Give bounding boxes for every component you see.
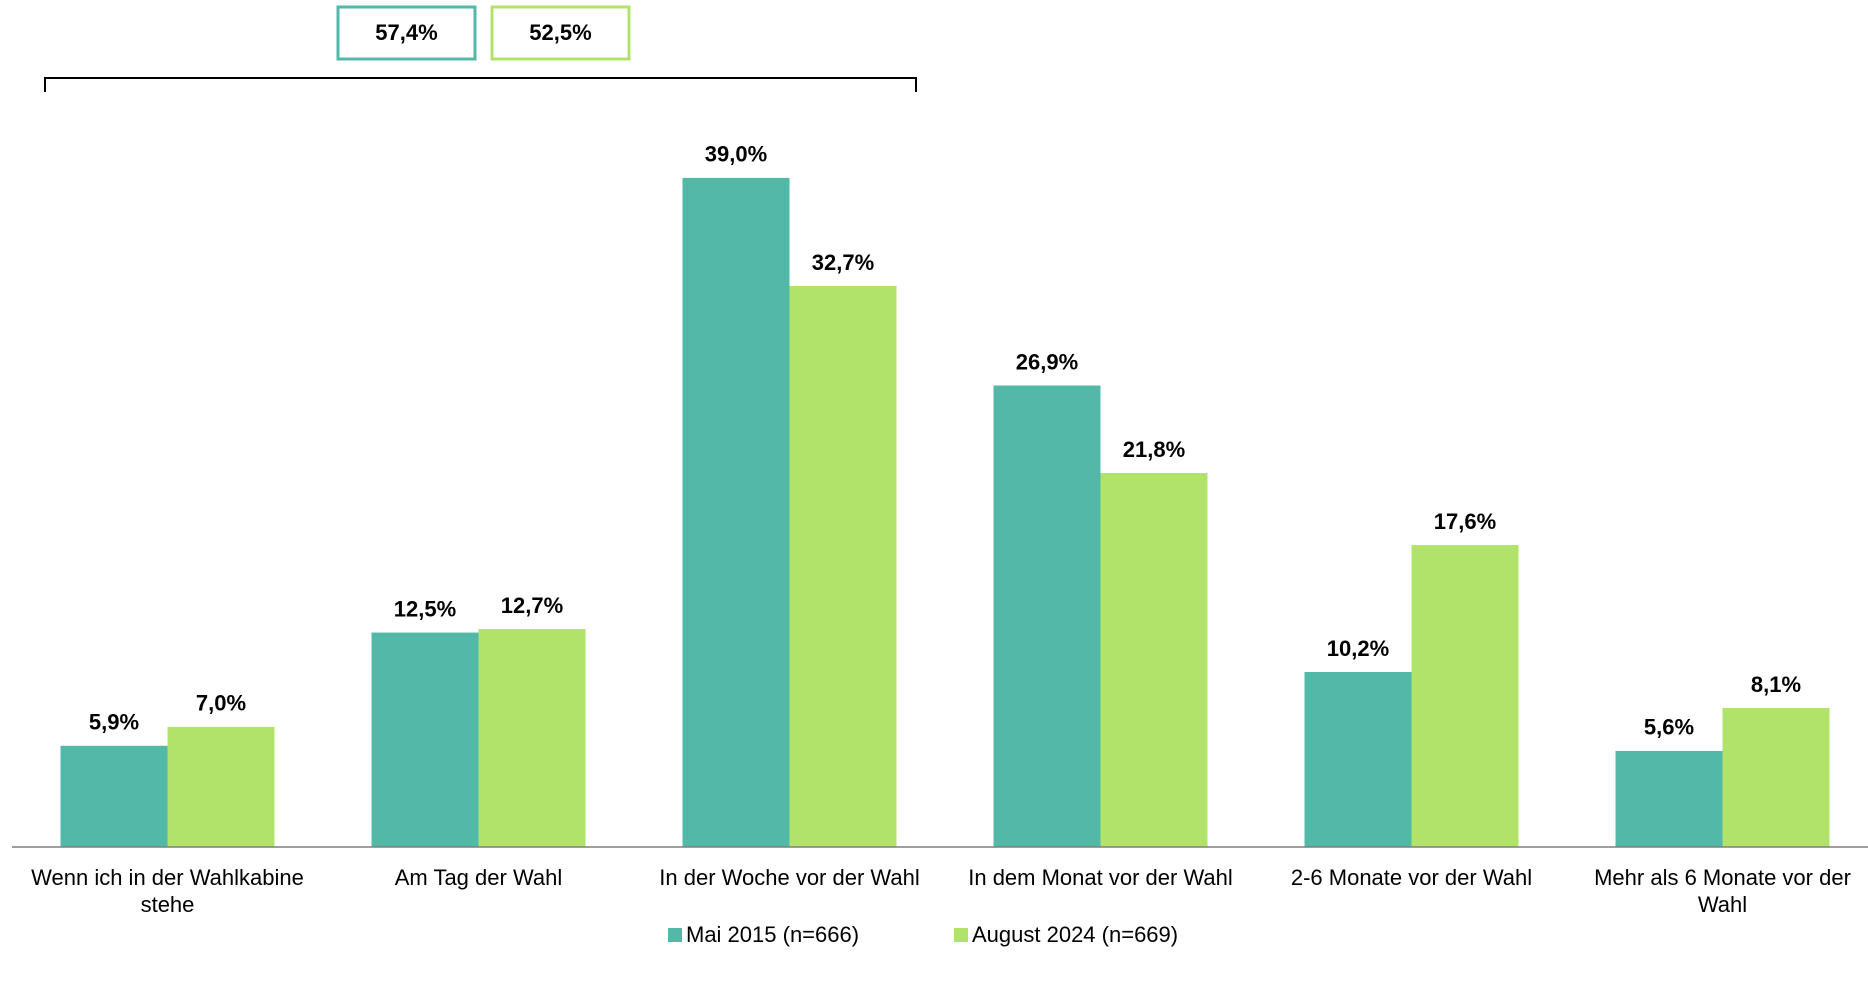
bar xyxy=(478,629,586,847)
bar xyxy=(993,385,1101,847)
bracket xyxy=(44,77,917,92)
value-label: 8,1% xyxy=(1751,672,1801,697)
legend-swatch xyxy=(954,928,968,942)
value-label: 7,0% xyxy=(196,691,246,716)
value-label: 5,6% xyxy=(1644,715,1694,740)
annotation-box xyxy=(490,5,631,61)
legend-label: Mai 2015 (n=666) xyxy=(686,922,859,947)
x-tick-label: Wenn ich in der Wahlkabine stehe xyxy=(31,865,304,917)
bar xyxy=(1100,473,1208,847)
value-label: 10,2% xyxy=(1327,636,1389,661)
bar xyxy=(682,177,790,847)
x-tick-label: Mehr als 6 Monate vor der Wahl xyxy=(1594,865,1851,917)
x-tick-label: In der Woche vor der Wahl xyxy=(659,865,920,890)
bar xyxy=(60,745,168,847)
x-tick-label: 2-6 Monate vor der Wahl xyxy=(1290,865,1533,890)
bar xyxy=(1615,750,1723,847)
annotation-label: 52,5% xyxy=(529,20,591,45)
legend-label: August 2024 (n=669) xyxy=(972,922,1178,947)
value-label: 17,6% xyxy=(1434,509,1496,534)
value-label: 39,0% xyxy=(705,142,767,167)
value-label: 32,7% xyxy=(812,250,874,275)
legend-swatch xyxy=(668,928,682,942)
x-tick-label: Am Tag der Wahl xyxy=(394,865,563,890)
value-label: 21,8% xyxy=(1123,437,1185,462)
annotation-box xyxy=(336,5,477,61)
bar xyxy=(1411,545,1519,847)
value-label: 5,9% xyxy=(89,710,139,735)
value-label: 12,7% xyxy=(501,593,563,618)
bar xyxy=(371,632,479,847)
bar xyxy=(789,286,897,848)
x-tick-label: In dem Monat vor der Wahl xyxy=(968,865,1233,890)
value-label: 12,5% xyxy=(394,596,456,621)
bar xyxy=(167,726,275,847)
bar xyxy=(1304,672,1412,847)
value-label: 26,9% xyxy=(1016,349,1078,374)
bar xyxy=(1722,708,1830,847)
annotation-label: 57,4% xyxy=(375,20,437,45)
